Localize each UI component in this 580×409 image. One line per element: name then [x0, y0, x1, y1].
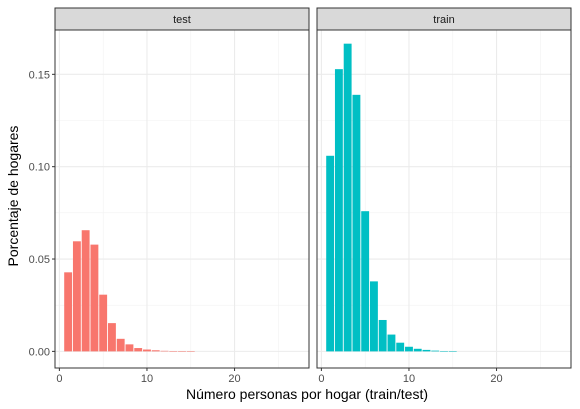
y-tick-label: 0.05	[29, 254, 50, 266]
panel-border	[54, 29, 310, 369]
panel-test: test 0 10 20	[54, 7, 310, 385]
bar-train-8	[387, 334, 396, 352]
y-tick-label: 0.15	[29, 69, 50, 81]
bar-test-5	[99, 294, 108, 352]
y-tick-label: 0.00	[29, 346, 50, 358]
bar-train-14	[440, 351, 448, 352]
bar-train-2	[334, 69, 343, 352]
bar-train-4	[352, 94, 361, 352]
bar-train-13	[431, 350, 440, 352]
panel-border	[316, 29, 572, 369]
bar-test-7	[116, 338, 125, 352]
y-tick-label: 0.10	[29, 162, 50, 174]
bar-train-3	[343, 43, 352, 352]
x-tick-label: 0	[318, 373, 324, 385]
bar-train-5	[361, 211, 370, 352]
facet-strip-label: test	[173, 14, 191, 26]
bar-test-4	[90, 244, 99, 352]
bar-test-11	[151, 350, 160, 352]
bar-test-15	[186, 351, 195, 352]
x-axis-title: Número personas por hogar (train/test)	[186, 386, 428, 402]
bar-train-12	[422, 349, 431, 352]
bar-train-9	[396, 342, 405, 352]
bar-test-13	[169, 351, 178, 352]
bar-train-7	[378, 319, 387, 352]
bar-train-1	[326, 155, 335, 352]
y-axis: 0.00 0.05 0.10 0.15	[29, 69, 55, 358]
bar-train-11	[413, 348, 422, 352]
bar-test-10	[143, 349, 151, 352]
x-tick-label: 0	[56, 373, 62, 385]
bar-test-2	[72, 241, 81, 352]
x-tick-label: 20	[228, 373, 240, 385]
bar-train-10	[405, 346, 413, 352]
x-tick-label: 20	[490, 373, 502, 385]
bar-test-1	[64, 272, 73, 352]
bar-train-6	[369, 281, 378, 352]
bar-test-14	[178, 351, 186, 352]
facet-strip-label: train	[433, 14, 454, 26]
x-tick-label: 10	[141, 373, 153, 385]
bar-test-12	[160, 350, 169, 352]
y-axis-title: Porcentaje de hogares	[5, 126, 21, 267]
panel-train: train 0 10 20	[316, 7, 572, 385]
bar-test-8	[125, 344, 134, 352]
bar-test-9	[134, 348, 143, 352]
bar-test-6	[107, 323, 116, 352]
facet-panels: test 0 10 20 train 0 10 20	[54, 7, 572, 385]
bar-test-3	[81, 230, 90, 352]
bar-train-15	[448, 351, 457, 352]
x-tick-label: 10	[403, 373, 415, 385]
